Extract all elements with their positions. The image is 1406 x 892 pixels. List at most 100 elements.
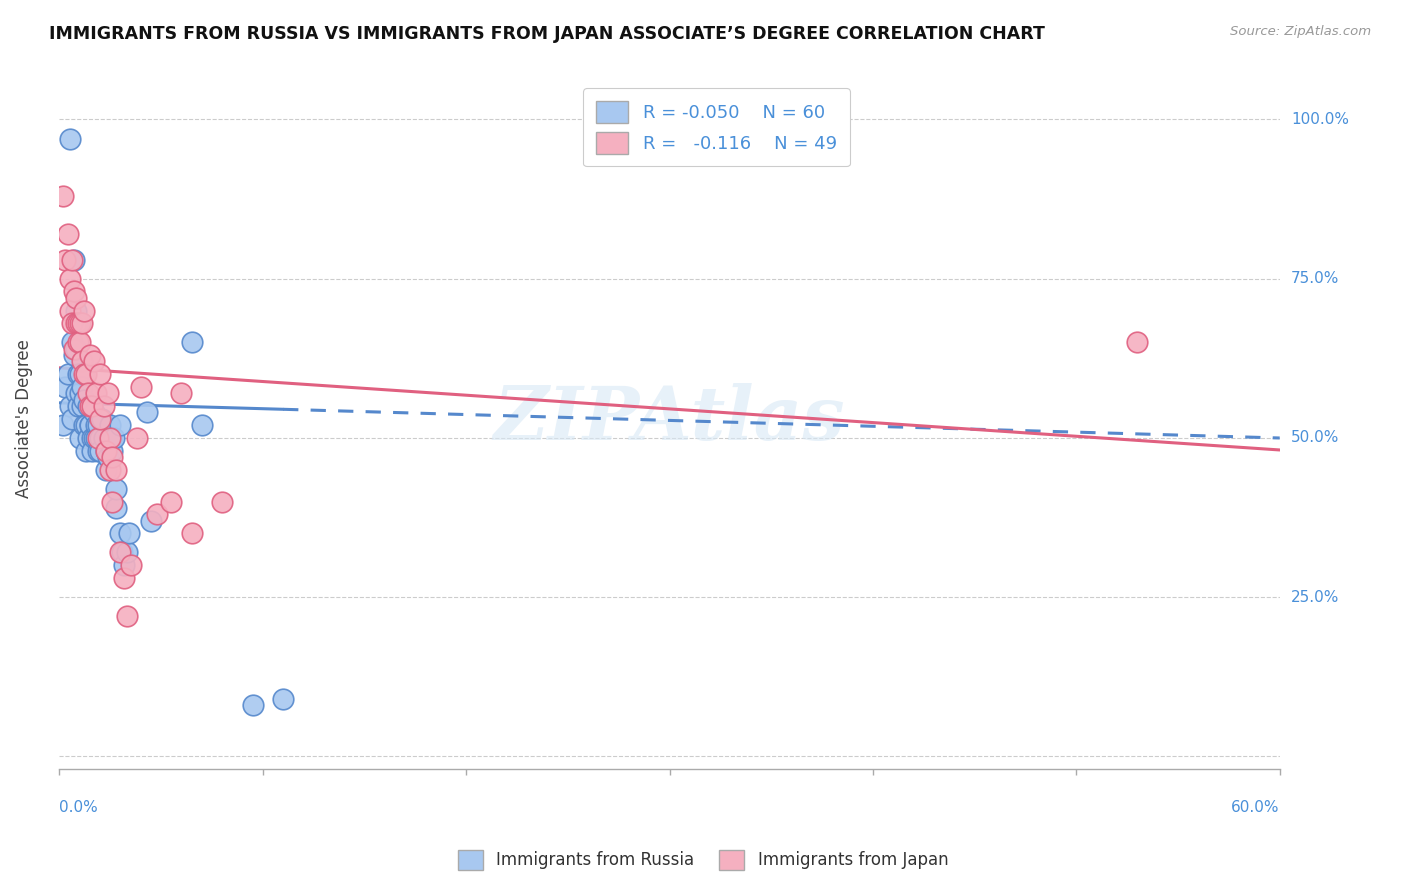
Point xyxy=(89,431,111,445)
Point xyxy=(70,380,93,394)
Point xyxy=(103,431,125,445)
Point xyxy=(69,386,91,401)
Point xyxy=(89,411,111,425)
Point xyxy=(52,418,75,433)
Point xyxy=(75,418,97,433)
Text: 100.0%: 100.0% xyxy=(1291,112,1348,127)
Point xyxy=(87,443,110,458)
Point xyxy=(73,418,96,433)
Point xyxy=(58,131,80,145)
Point xyxy=(75,443,97,458)
Point xyxy=(75,367,97,381)
Point xyxy=(79,418,101,433)
Point xyxy=(180,526,202,541)
Text: IMMIGRANTS FROM RUSSIA VS IMMIGRANTS FROM JAPAN ASSOCIATE’S DEGREE CORRELATION C: IMMIGRANTS FROM RUSSIA VS IMMIGRANTS FRO… xyxy=(49,25,1045,43)
Point xyxy=(60,335,83,350)
Point xyxy=(73,303,96,318)
Text: 50.0%: 50.0% xyxy=(1291,430,1339,445)
Point xyxy=(83,431,105,445)
Text: Source: ZipAtlas.com: Source: ZipAtlas.com xyxy=(1230,25,1371,38)
Point xyxy=(105,463,128,477)
Point xyxy=(97,450,120,464)
Legend: R = -0.050    N = 60, R =   -0.116    N = 49: R = -0.050 N = 60, R = -0.116 N = 49 xyxy=(583,88,849,167)
Point xyxy=(56,367,79,381)
Point xyxy=(76,399,98,413)
Point xyxy=(101,494,124,508)
Point xyxy=(55,380,77,394)
Point xyxy=(70,354,93,368)
Text: 75.0%: 75.0% xyxy=(1291,271,1339,286)
Point xyxy=(62,348,84,362)
Point xyxy=(73,367,96,381)
Point xyxy=(110,526,132,541)
Point xyxy=(98,431,121,445)
Point xyxy=(101,443,124,458)
Point xyxy=(96,443,118,458)
Point xyxy=(58,399,80,413)
Point xyxy=(105,500,128,515)
Text: 25.0%: 25.0% xyxy=(1291,590,1339,605)
Point xyxy=(146,508,169,522)
Point xyxy=(73,392,96,407)
Point xyxy=(58,303,80,318)
Point xyxy=(80,443,103,458)
Point xyxy=(115,609,138,624)
Point xyxy=(120,558,142,573)
Point xyxy=(91,411,114,425)
Point xyxy=(83,354,105,368)
Point xyxy=(89,443,111,458)
Point xyxy=(70,399,93,413)
Point xyxy=(180,335,202,350)
Point xyxy=(190,418,212,433)
Point xyxy=(65,316,87,330)
Point xyxy=(135,405,157,419)
Text: 0.0%: 0.0% xyxy=(59,799,98,814)
Point xyxy=(84,418,107,433)
Legend: Immigrants from Russia, Immigrants from Japan: Immigrants from Russia, Immigrants from … xyxy=(451,843,955,877)
Point xyxy=(139,514,162,528)
Point xyxy=(97,386,120,401)
Point xyxy=(89,367,111,381)
Point xyxy=(62,342,84,356)
Point xyxy=(160,494,183,508)
Point xyxy=(80,431,103,445)
Point xyxy=(52,189,75,203)
Point xyxy=(211,494,233,508)
Point xyxy=(60,411,83,425)
Point xyxy=(115,545,138,559)
Point xyxy=(170,386,193,401)
Point xyxy=(79,399,101,413)
Point xyxy=(101,431,124,445)
Point xyxy=(65,291,87,305)
Point xyxy=(114,558,136,573)
Point xyxy=(125,431,148,445)
Point xyxy=(60,252,83,267)
Point xyxy=(55,252,77,267)
Point xyxy=(96,443,118,458)
Y-axis label: Associate's Degree: Associate's Degree xyxy=(15,339,32,499)
Text: ZIPAtlas: ZIPAtlas xyxy=(494,383,845,455)
Point xyxy=(98,418,121,433)
Point xyxy=(98,463,121,477)
Point xyxy=(69,316,91,330)
Point xyxy=(129,380,152,394)
Point xyxy=(271,692,294,706)
Point xyxy=(66,399,89,413)
Point xyxy=(93,431,115,445)
Point xyxy=(65,342,87,356)
Text: 60.0%: 60.0% xyxy=(1232,799,1279,814)
Point xyxy=(65,303,87,318)
Point xyxy=(101,450,124,464)
Point xyxy=(242,698,264,713)
Point xyxy=(79,418,101,433)
Point xyxy=(1126,335,1149,350)
Point xyxy=(76,431,98,445)
Point xyxy=(69,367,91,381)
Point xyxy=(87,418,110,433)
Point xyxy=(62,285,84,299)
Point xyxy=(66,316,89,330)
Point xyxy=(114,571,136,585)
Point xyxy=(117,526,139,541)
Point xyxy=(84,386,107,401)
Point xyxy=(93,399,115,413)
